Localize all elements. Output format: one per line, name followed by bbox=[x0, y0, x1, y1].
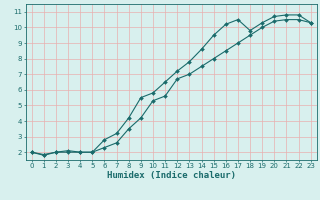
X-axis label: Humidex (Indice chaleur): Humidex (Indice chaleur) bbox=[107, 171, 236, 180]
